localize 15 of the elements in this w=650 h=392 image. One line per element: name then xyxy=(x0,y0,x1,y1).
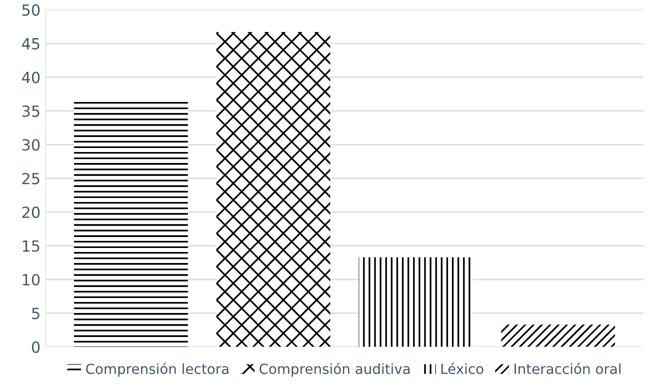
y-tick-label: 50 xyxy=(22,4,40,16)
y-tick-label: 15 xyxy=(22,240,40,252)
y-tick-label: 25 xyxy=(22,172,40,184)
y-tick-label: 10 xyxy=(22,274,40,286)
y-tick-label: 0 xyxy=(32,341,40,353)
y-tick-label: 35 xyxy=(22,105,40,117)
y-tick-label: 45 xyxy=(22,38,40,50)
y-tick-label: 20 xyxy=(22,206,40,218)
y-tick-label: 5 xyxy=(32,308,40,320)
y-tick-label: 40 xyxy=(22,72,40,84)
y-tick-label: 30 xyxy=(22,139,40,151)
legend-label: Comprensión auditiva xyxy=(260,362,410,377)
legend-label: Léxico xyxy=(441,362,484,374)
legend-label: Comprensión lectora xyxy=(86,362,228,377)
legend-label: Interacción oral xyxy=(514,362,620,374)
